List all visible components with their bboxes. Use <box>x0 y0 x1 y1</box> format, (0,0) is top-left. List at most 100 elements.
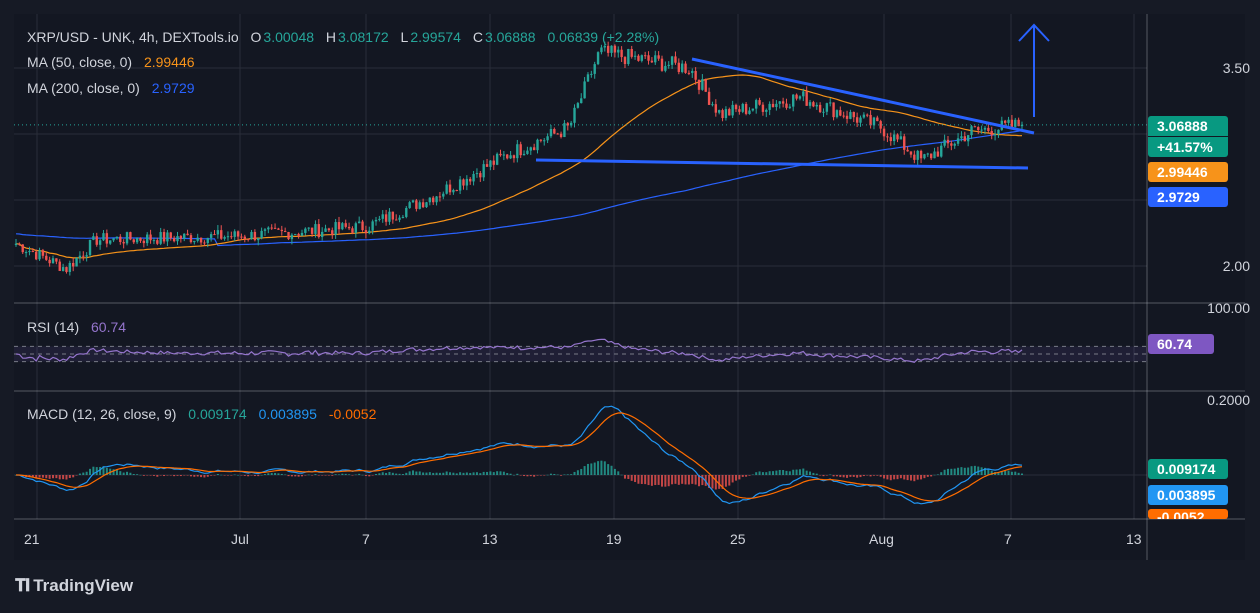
macd-hist-bar <box>307 474 310 476</box>
macd-hist-bar <box>412 470 415 475</box>
macd-hist-bar <box>327 475 330 476</box>
ma50-legend[interactable]: MA (50, close, 0) 2.99446 <box>27 54 197 70</box>
ma200-legend[interactable]: MA (200, close, 0) 2.9729 <box>27 80 197 96</box>
macd-hist-bar <box>375 473 378 475</box>
candle-body <box>603 45 606 48</box>
macd-hist-bar <box>849 475 852 477</box>
candle-body <box>731 104 734 116</box>
macd-hist-bar <box>85 471 88 475</box>
macd-hist-bar <box>294 475 297 477</box>
candle-body <box>304 228 307 233</box>
macd-hist-bar <box>593 462 596 475</box>
macd-hist-bar <box>815 473 818 475</box>
candle-body <box>183 233 186 239</box>
candle-body <box>748 110 751 114</box>
candle-body <box>835 110 839 118</box>
rsi-legend[interactable]: RSI (14) 60.74 <box>27 319 128 335</box>
candle-body <box>277 228 280 230</box>
candle-body <box>781 101 785 104</box>
candle-body <box>792 94 795 107</box>
macd-hist-bar <box>674 475 677 484</box>
candle-body <box>199 237 203 243</box>
macd-hist-bar <box>391 472 394 475</box>
candle-body <box>677 62 681 72</box>
support-trendline <box>535 158 1029 170</box>
candle-body <box>869 114 872 126</box>
candle-body <box>146 234 149 244</box>
candle-body <box>226 236 230 238</box>
candle-body <box>768 103 771 110</box>
symbol-title[interactable]: XRP/USD - UNK, 4h, DEXTools.io <box>27 29 239 45</box>
change-pct-tag: +41.57% <box>1148 137 1228 157</box>
macd-hist-bar <box>455 473 458 475</box>
candle-body <box>445 184 448 194</box>
macd-hist-bar <box>169 475 172 476</box>
candle-body <box>882 128 886 137</box>
x-axis-label: Aug <box>869 531 894 547</box>
macd-hist-bar <box>583 466 586 475</box>
macd-hist-bar <box>200 475 203 478</box>
candle-body <box>680 63 684 72</box>
macd-hist-bar <box>812 472 815 475</box>
macd-hist-bar <box>997 472 1000 475</box>
tradingview-brand[interactable]: 𝐓𝐈 TradingView <box>15 576 133 596</box>
candle-body <box>283 231 287 233</box>
candle-body <box>983 127 987 130</box>
trendline-drawings[interactable] <box>535 23 1050 170</box>
candle-body <box>909 151 913 155</box>
macd-hist-bar <box>371 475 374 476</box>
macd-hist-bar <box>970 466 973 475</box>
candle-body <box>172 238 176 242</box>
candle-body <box>472 174 475 182</box>
macd-hist-bar <box>711 475 714 489</box>
macd-hist-bar <box>950 468 953 475</box>
macd-hist-bar <box>798 469 801 475</box>
candle-body <box>364 230 368 234</box>
x-axis-label: 21 <box>24 531 40 547</box>
candle-body <box>327 228 331 231</box>
macd-hist-bar <box>274 472 277 475</box>
candle-body <box>946 139 950 144</box>
candle-body <box>61 267 65 271</box>
macd-legend[interactable]: MACD (12, 26, close, 9) 0.009174 0.00389… <box>27 406 378 422</box>
candle-body <box>196 237 199 241</box>
ma50-line <box>15 74 1023 259</box>
macd-hist-bar <box>216 474 219 475</box>
macd-hist-bar <box>237 474 240 476</box>
macd-hist-bar <box>489 471 492 475</box>
candle-body <box>1014 119 1017 127</box>
macd-hist-bar <box>52 475 55 479</box>
macd-hist-bar <box>846 475 849 478</box>
macd-hist-bar <box>321 475 324 476</box>
macd-hist-bar <box>58 475 61 480</box>
macd-hist-bar <box>465 472 468 475</box>
macd-hist-bar <box>660 475 663 487</box>
macd-hist-bar <box>701 475 704 486</box>
candle-body <box>176 236 179 242</box>
macd-hist-bar <box>620 474 623 476</box>
candle-body <box>34 251 38 260</box>
candle-body <box>980 129 983 131</box>
candle-body <box>435 196 438 203</box>
candle-body <box>14 243 18 246</box>
macd-hist-bar <box>348 474 351 475</box>
candle-body <box>670 56 674 65</box>
macd-hist-bar <box>862 475 865 477</box>
macd-hist-bar <box>650 475 653 486</box>
candle-body <box>654 55 657 63</box>
macd-hist-bar <box>156 475 159 477</box>
macd-hist-bar <box>146 475 149 476</box>
candle-body <box>465 178 469 186</box>
candle-body <box>142 240 146 244</box>
candle-body <box>808 102 812 106</box>
macd-hist-bar <box>724 475 727 487</box>
macd-hist-bar <box>41 475 44 478</box>
macd-hist-bar <box>603 461 606 475</box>
macd-hist-bar <box>741 475 744 477</box>
macd-hist-bar <box>681 475 684 484</box>
macd-hist-bar <box>405 472 408 475</box>
candle-body <box>384 214 388 222</box>
candle-body <box>351 228 354 233</box>
candle-body <box>421 202 425 208</box>
